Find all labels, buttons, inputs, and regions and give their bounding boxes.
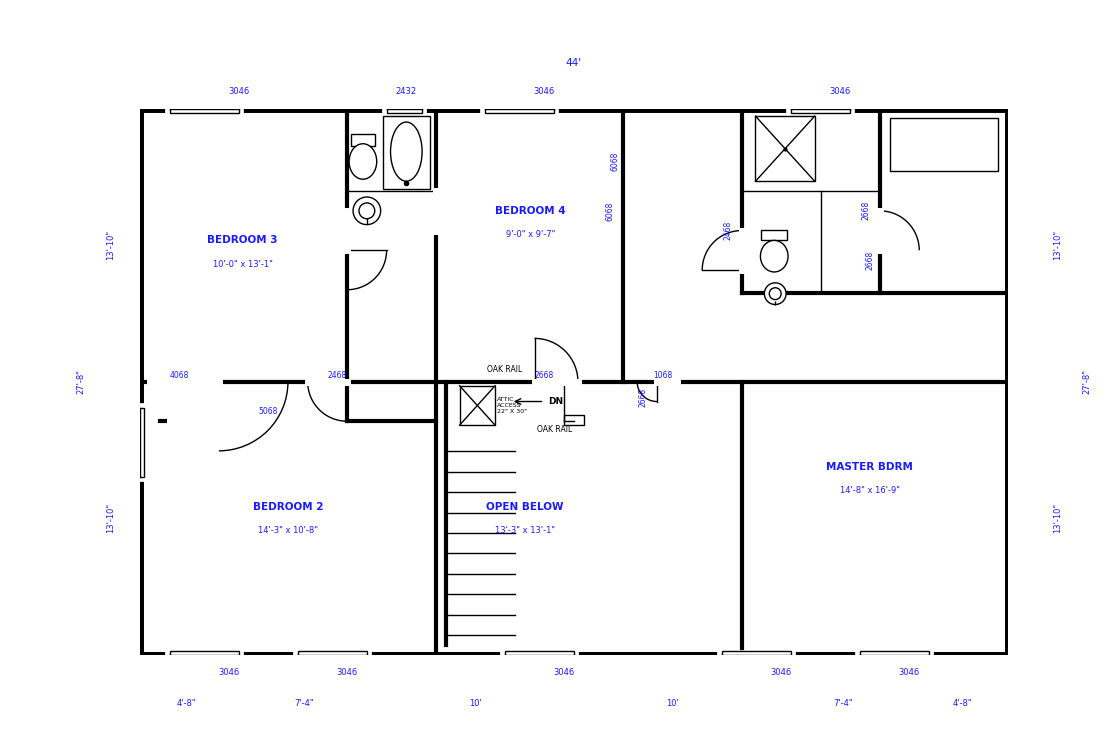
Text: 4'-8": 4'-8" <box>176 699 196 708</box>
Text: 3046: 3046 <box>218 668 240 677</box>
Text: 13'-10": 13'-10" <box>1053 503 1062 533</box>
Text: 7'-4": 7'-4" <box>295 699 315 708</box>
Bar <box>505 651 573 658</box>
Bar <box>485 105 554 113</box>
Text: 2668: 2668 <box>638 388 647 407</box>
Text: 2668: 2668 <box>534 371 554 380</box>
Bar <box>791 105 850 113</box>
Text: 44': 44' <box>566 58 582 68</box>
Text: MASTER BDRM: MASTER BDRM <box>827 462 913 472</box>
Ellipse shape <box>391 122 422 181</box>
Bar <box>459 386 495 425</box>
Text: 10': 10' <box>469 699 482 708</box>
Bar <box>860 651 930 658</box>
Text: 3046: 3046 <box>336 668 357 677</box>
Bar <box>756 116 814 181</box>
Text: 3046: 3046 <box>553 668 575 677</box>
Text: 10'-0" x 13'-1": 10'-0" x 13'-1" <box>213 259 272 268</box>
Text: BEDROOM 4: BEDROOM 4 <box>495 206 566 215</box>
Text: 4'-8": 4'-8" <box>952 699 972 708</box>
Bar <box>169 105 239 113</box>
Text: ATTIC
ACCESS
22" X 30": ATTIC ACCESS 22" X 30" <box>497 397 528 414</box>
Text: BEDROOM 3: BEDROOM 3 <box>207 235 278 246</box>
Text: 6068: 6068 <box>610 152 620 171</box>
Text: 2468: 2468 <box>724 221 732 240</box>
Text: 3046: 3046 <box>771 668 792 677</box>
Text: DN: DN <box>549 397 563 406</box>
Bar <box>564 415 584 425</box>
Text: 2668: 2668 <box>866 250 875 270</box>
Bar <box>298 651 367 658</box>
Text: 13'-10": 13'-10" <box>106 503 115 533</box>
Ellipse shape <box>349 144 376 179</box>
Bar <box>136 408 144 477</box>
Text: 13'-3" x 13'-1": 13'-3" x 13'-1" <box>495 526 554 535</box>
Circle shape <box>764 283 786 305</box>
Text: 9'-0" x 9'-7": 9'-0" x 9'-7" <box>506 230 556 239</box>
Text: OAK RAIL: OAK RAIL <box>487 365 523 374</box>
Ellipse shape <box>760 240 788 272</box>
Text: OAK RAIL: OAK RAIL <box>536 425 572 434</box>
Text: 3046: 3046 <box>228 88 250 97</box>
Text: 6068: 6068 <box>605 201 614 221</box>
Text: 2432: 2432 <box>395 88 417 97</box>
Text: 13'-10": 13'-10" <box>1053 231 1062 260</box>
Text: 3046: 3046 <box>898 668 920 677</box>
Text: 27'-8": 27'-8" <box>1082 369 1091 395</box>
Text: 27'-8": 27'-8" <box>76 369 85 395</box>
Text: 14'-8" x 16'-9": 14'-8" x 16'-9" <box>840 486 899 495</box>
Text: 2668: 2668 <box>861 201 870 221</box>
Text: 4068: 4068 <box>170 371 189 380</box>
Bar <box>386 105 422 113</box>
Bar <box>169 651 239 658</box>
Text: 13'-10": 13'-10" <box>106 231 115 260</box>
Circle shape <box>769 288 781 299</box>
Bar <box>889 118 998 172</box>
Text: 1068: 1068 <box>653 371 672 380</box>
Bar <box>762 230 787 240</box>
Text: 3046: 3046 <box>830 88 851 97</box>
Text: 10': 10' <box>666 699 679 708</box>
Bar <box>722 651 791 658</box>
Text: 2468: 2468 <box>328 371 347 380</box>
Circle shape <box>360 203 375 218</box>
Text: 5068: 5068 <box>259 407 278 416</box>
Text: 7'-4": 7'-4" <box>833 699 853 708</box>
Circle shape <box>353 197 381 225</box>
Text: OPEN BELOW: OPEN BELOW <box>486 502 563 512</box>
Text: 14'-3" x 10'-8": 14'-3" x 10'-8" <box>258 526 318 535</box>
Text: 3046: 3046 <box>534 88 556 97</box>
Bar <box>351 134 375 146</box>
Bar <box>383 116 430 189</box>
Text: BEDROOM 2: BEDROOM 2 <box>253 502 324 512</box>
